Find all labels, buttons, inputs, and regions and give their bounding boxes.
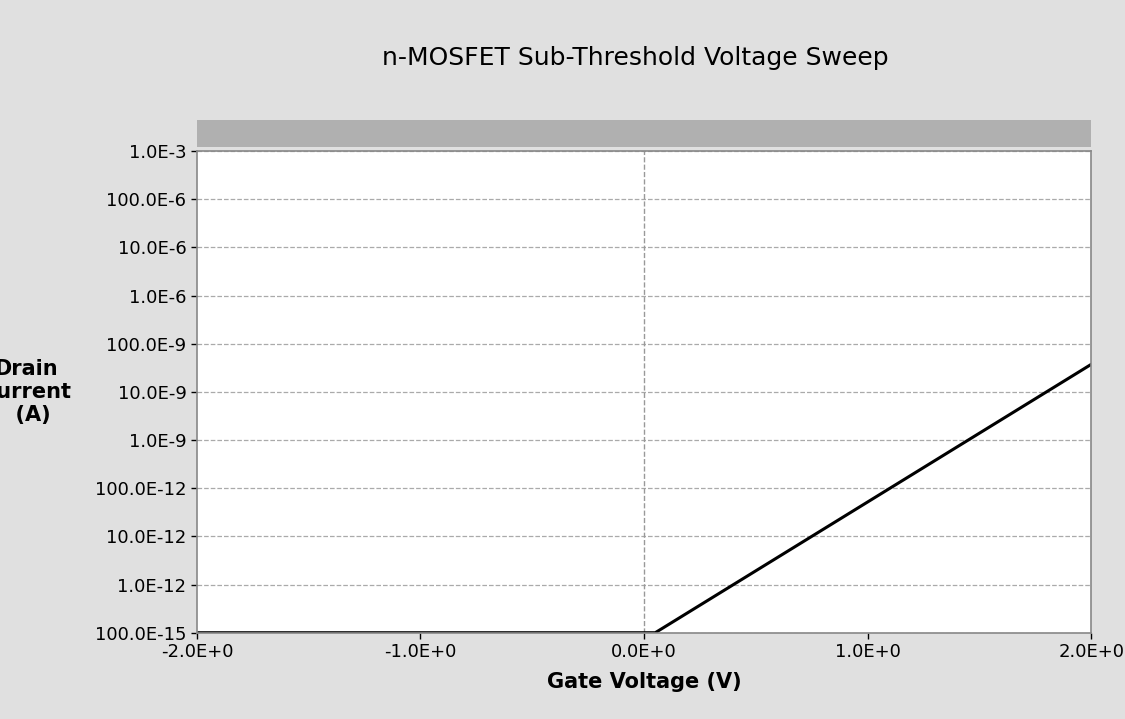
X-axis label: Gate Voltage (V): Gate Voltage (V) xyxy=(547,672,741,692)
Y-axis label: Drain
Current
  (A): Drain Current (A) xyxy=(0,359,71,425)
Text: n-MOSFET Sub-Threshold Voltage Sweep: n-MOSFET Sub-Threshold Voltage Sweep xyxy=(382,45,889,70)
